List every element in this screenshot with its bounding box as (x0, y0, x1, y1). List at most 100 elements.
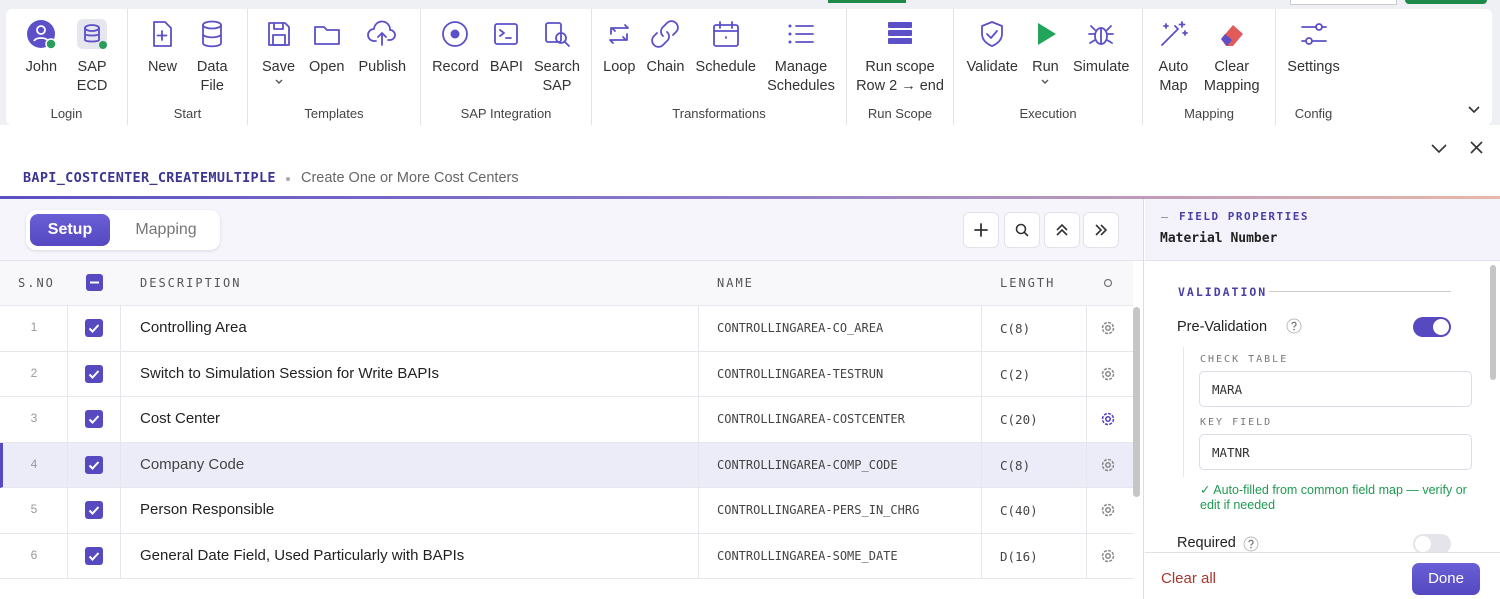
table-row[interactable]: 5 Person Responsible CONTROLLINGAREA-PERS_… (0, 488, 1133, 534)
cell-divider (1086, 351, 1087, 396)
ribbon-button-label: Validate (966, 59, 1018, 75)
ribbon-icon (712, 21, 739, 47)
key-field-label: KEY FIELD (1200, 417, 1273, 428)
ribbon-button-label: Record (432, 59, 479, 75)
ribbon-button[interactable]: Run (1030, 19, 1060, 85)
toolbar-button[interactable] (1083, 212, 1119, 248)
ribbon-button[interactable]: Record (432, 19, 479, 96)
ribbon-button[interactable]: Schedule (696, 19, 756, 96)
cell-divider (67, 306, 68, 351)
section-rule (1269, 291, 1451, 292)
row-checkbox[interactable] (85, 546, 103, 565)
toolbar-icon (974, 223, 988, 237)
row-checkbox[interactable] (85, 364, 103, 383)
ribbon-button[interactable]: Simulate (1073, 19, 1129, 85)
cell-divider (981, 533, 982, 578)
ribbon-button-label: New (147, 59, 177, 75)
checkbox-mark (88, 324, 100, 333)
row-number: 3 (30, 411, 38, 425)
ribbon-button[interactable]: Clear Mapping (1204, 19, 1260, 96)
select-all-checkbox[interactable] (86, 274, 103, 291)
row-settings[interactable] (1099, 365, 1117, 383)
table-row[interactable]: 6 General Date Field, Used Particularly w… (0, 533, 1133, 579)
ribbon-buttons: Settings (1276, 19, 1351, 77)
toggle-knob (1433, 319, 1449, 335)
ribbon-button[interactable]: Save (262, 19, 295, 85)
check-table-value: MARA (1212, 382, 1243, 397)
ribbon-button[interactable]: Loop (603, 19, 635, 96)
row-settings[interactable] (1099, 501, 1117, 519)
row-settings[interactable] (1099, 547, 1117, 565)
field-name: Material Number (1160, 231, 1278, 246)
row-settings[interactable] (1099, 319, 1117, 337)
table-row[interactable]: 4 Company Code CONTROLLINGAREA-COMP_CODE C(… (0, 442, 1133, 488)
ribbon-group-label: Start (173, 106, 202, 121)
table-row[interactable]: 1 Controlling Area CONTROLLINGAREA-CO_AREA… (0, 306, 1133, 352)
ribbon-icon (545, 22, 570, 47)
ribbon-button[interactable]: Publish (358, 19, 406, 85)
ribbon-button[interactable]: Auto Map (1158, 19, 1188, 96)
ribbon-button[interactable]: Run scope Row 2 → end (856, 19, 944, 96)
ribbon-icon (202, 20, 223, 48)
ribbon-button[interactable]: Manage Schedules (767, 19, 835, 96)
clear-all-button[interactable]: Clear all (1161, 570, 1217, 587)
checkbox-mark (88, 506, 100, 515)
row-settings[interactable] (1099, 410, 1117, 428)
ribbon-group: Run scope Row 2 → end Run Scope (847, 9, 954, 125)
cell-divider (981, 397, 982, 442)
ribbon-button[interactable]: Chain (647, 19, 684, 96)
ribbon-button[interactable]: Open (309, 19, 344, 85)
panel-scrollbar-thumb (1490, 265, 1496, 380)
ribbon-group-label: SAP Integration (460, 106, 552, 121)
ribbon-button[interactable]: BAPI (490, 19, 523, 96)
ribbon-icon (788, 24, 814, 44)
ribbon-button[interactable]: New (147, 19, 177, 96)
ribbon-group: Validate Run Simulate Execution (954, 9, 1143, 125)
ribbon-group: Auto Map Clear Mapping Mapping (1143, 9, 1276, 125)
tab-setup[interactable]: Setup (30, 214, 110, 246)
ribbon-icon (77, 19, 108, 49)
table-row[interactable]: 3 Cost Center CONTROLLINGAREA-COSTCENTER C(… (0, 397, 1133, 443)
row-checkbox[interactable] (85, 501, 103, 519)
table-row[interactable]: 2 Switch to Simulation Session for Write … (0, 351, 1133, 397)
ribbon-button[interactable]: Search SAP (534, 19, 580, 96)
row-number: 6 (30, 547, 38, 562)
row-description: Cost Center (140, 410, 221, 427)
row-checkbox[interactable] (85, 319, 103, 337)
field-properties-panel: FIELD PROPERTIES Material Number VALIDATIO… (1145, 199, 1500, 599)
key-field-input[interactable]: MATNR (1199, 434, 1472, 470)
ribbon-group: Record BAPI Search SAP SAP Integration (421, 9, 592, 125)
row-settings[interactable] (1099, 456, 1117, 474)
required-toggle[interactable] (1413, 534, 1451, 554)
ribbon-buttons: John SAP ECD (6, 19, 127, 96)
row-checkbox[interactable] (85, 410, 103, 428)
ribbon-group-label: Login (50, 106, 83, 121)
cell-divider (67, 397, 68, 442)
row-number: 2 (30, 365, 38, 380)
ribbon-icon (609, 24, 630, 44)
done-button[interactable]: Done (1412, 563, 1480, 595)
ribbon-icon (1220, 25, 1243, 46)
row-length: C(2) (1000, 366, 1031, 382)
checkbox-mark (88, 369, 100, 379)
ribbon-button[interactable]: Validate (967, 19, 1018, 85)
toolbar-button[interactable] (1004, 212, 1040, 248)
toolbar-button[interactable] (1044, 212, 1080, 248)
ribbon-button[interactable]: SAP ECD (77, 19, 108, 96)
tab-mapping[interactable]: Mapping (135, 221, 197, 238)
bapi-name: BAPI_COSTCENTER_CREATEMULTIPLE (23, 170, 276, 186)
ribbon-button-label: Open (309, 59, 345, 75)
row-length: C(40) (1000, 503, 1038, 518)
ribbon-button[interactable]: John (26, 19, 57, 96)
ribbon-button[interactable]: Settings (1287, 19, 1340, 77)
row-name: CONTROLLINGAREA-COMP_CODE (717, 457, 898, 472)
check-table-input[interactable]: MARA (1199, 371, 1472, 407)
panel-footer: Clear all Done (1145, 552, 1500, 599)
ribbon-group: Loop Chain Schedule Manage Schedules Transfor… (592, 9, 847, 125)
ribbon-button-label: Run (1032, 59, 1059, 75)
toolbar-button[interactable] (963, 212, 999, 248)
row-checkbox[interactable] (85, 455, 103, 474)
pre-validation-toggle[interactable] (1413, 317, 1451, 337)
ribbon-button[interactable]: Data File (197, 19, 228, 96)
cell-divider (698, 351, 699, 396)
